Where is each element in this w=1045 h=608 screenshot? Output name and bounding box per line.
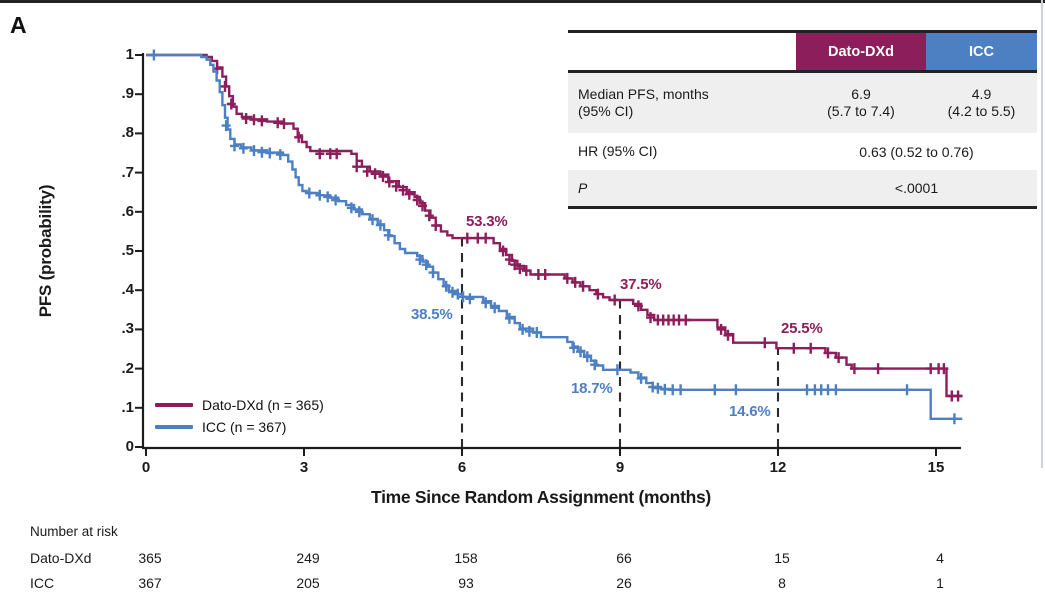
legend: Dato-DXd (n = 365) ICC (n = 367)	[155, 394, 324, 438]
risk-value: 66	[616, 550, 632, 566]
risk-value: 365	[138, 550, 162, 566]
p-label: P	[578, 179, 588, 196]
stats-row-hr: HR (95% CI) 0.63 (0.52 to 0.76)	[568, 133, 1037, 170]
risk-value: 8	[778, 575, 786, 591]
y-tick-label: 0	[125, 438, 134, 455]
y-tick-label: .3	[121, 320, 134, 338]
risk-value: 15	[774, 550, 790, 566]
landmark-annotation: 53.3%	[466, 213, 508, 231]
median-pfs-icc-value: 4.9 (4.2 to 5.5)	[947, 86, 1016, 119]
window-right-edge	[1041, 0, 1043, 468]
x-tick-label: 3	[299, 459, 309, 476]
y-tick-label: .1	[121, 398, 134, 416]
median-pfs-dato-value: 6.9 (5.7 to 7.4)	[827, 86, 895, 119]
stats-row-p: P <.0001	[568, 170, 1037, 206]
stats-header-spacer	[568, 33, 796, 70]
risk-value: 1	[936, 575, 944, 591]
risk-value: 158	[454, 550, 478, 566]
landmark-annotation: 25.5%	[781, 320, 823, 338]
legend-label-dato: Dato-DXd (n = 365)	[202, 397, 324, 413]
x-tick-label: 9	[615, 459, 625, 476]
risk-table-title: Number at risk	[30, 524, 118, 539]
x-axis-title: Time Since Random Assignment (months)	[371, 487, 711, 507]
legend-label-icc: ICC (n = 367)	[202, 419, 287, 435]
landmark-annotation: 37.5%	[620, 276, 662, 293]
hr-value: 0.63 (0.52 to 0.76)	[859, 143, 974, 160]
stats-header-icc: ICC	[926, 33, 1037, 70]
stats-table: Dato-DXd ICC Median PFS, months (95% CI)…	[568, 30, 1037, 209]
p-value: <.0001	[894, 180, 939, 196]
y-tick-label: .5	[121, 242, 134, 259]
landmark-annotation: 38.5%	[411, 306, 453, 324]
risk-value: 4	[936, 550, 944, 566]
icc-line-swatch	[155, 425, 193, 429]
y-tick-label: .4	[121, 281, 134, 299]
landmark-annotation: 18.7%	[571, 379, 613, 397]
y-tick-label: .2	[121, 359, 134, 377]
risk-value: 93	[458, 575, 474, 591]
stats-header-divider	[568, 70, 1037, 73]
landmark-annotation: 14.6%	[729, 402, 771, 420]
x-tick-label: 12	[769, 459, 787, 476]
risk-value: 367	[138, 575, 162, 591]
y-tick-label: .7	[121, 163, 134, 181]
figure-top-border	[0, 0, 1045, 3]
legend-item-dato: Dato-DXd (n = 365)	[155, 394, 324, 416]
censor-marks-dato-dxd	[212, 63, 963, 402]
y-axis-title: PFS (probability)	[36, 184, 55, 318]
censor-marks-icc	[149, 49, 959, 425]
x-tick-label: 0	[141, 459, 151, 476]
risk-row-label-icc: ICC	[30, 575, 55, 591]
risk-row-label-dato: Dato-DXd	[30, 550, 92, 566]
risk-value: 249	[296, 550, 320, 566]
y-tick-label: 1	[125, 46, 134, 63]
risk-value: 205	[296, 575, 320, 591]
legend-item-icc: ICC (n = 367)	[155, 416, 324, 438]
x-tick-label: 6	[457, 459, 467, 476]
x-tick-label: 15	[927, 459, 945, 476]
y-tick-label: .6	[121, 202, 134, 220]
risk-value: 26	[616, 575, 632, 591]
y-tick-label: .9	[121, 85, 134, 103]
median-pfs-label: Median PFS, months (95% CI)	[578, 86, 709, 119]
panel-label: A	[10, 12, 27, 38]
stats-row-median-pfs: Median PFS, months (95% CI) 6.9 (5.7 to …	[568, 73, 1037, 133]
hr-label: HR (95% CI)	[578, 143, 658, 159]
stats-header-dato: Dato-DXd	[796, 33, 926, 70]
stats-table-header: Dato-DXd ICC	[568, 33, 1037, 70]
y-tick-label: .8	[121, 124, 134, 142]
dato-line-swatch	[155, 403, 193, 407]
